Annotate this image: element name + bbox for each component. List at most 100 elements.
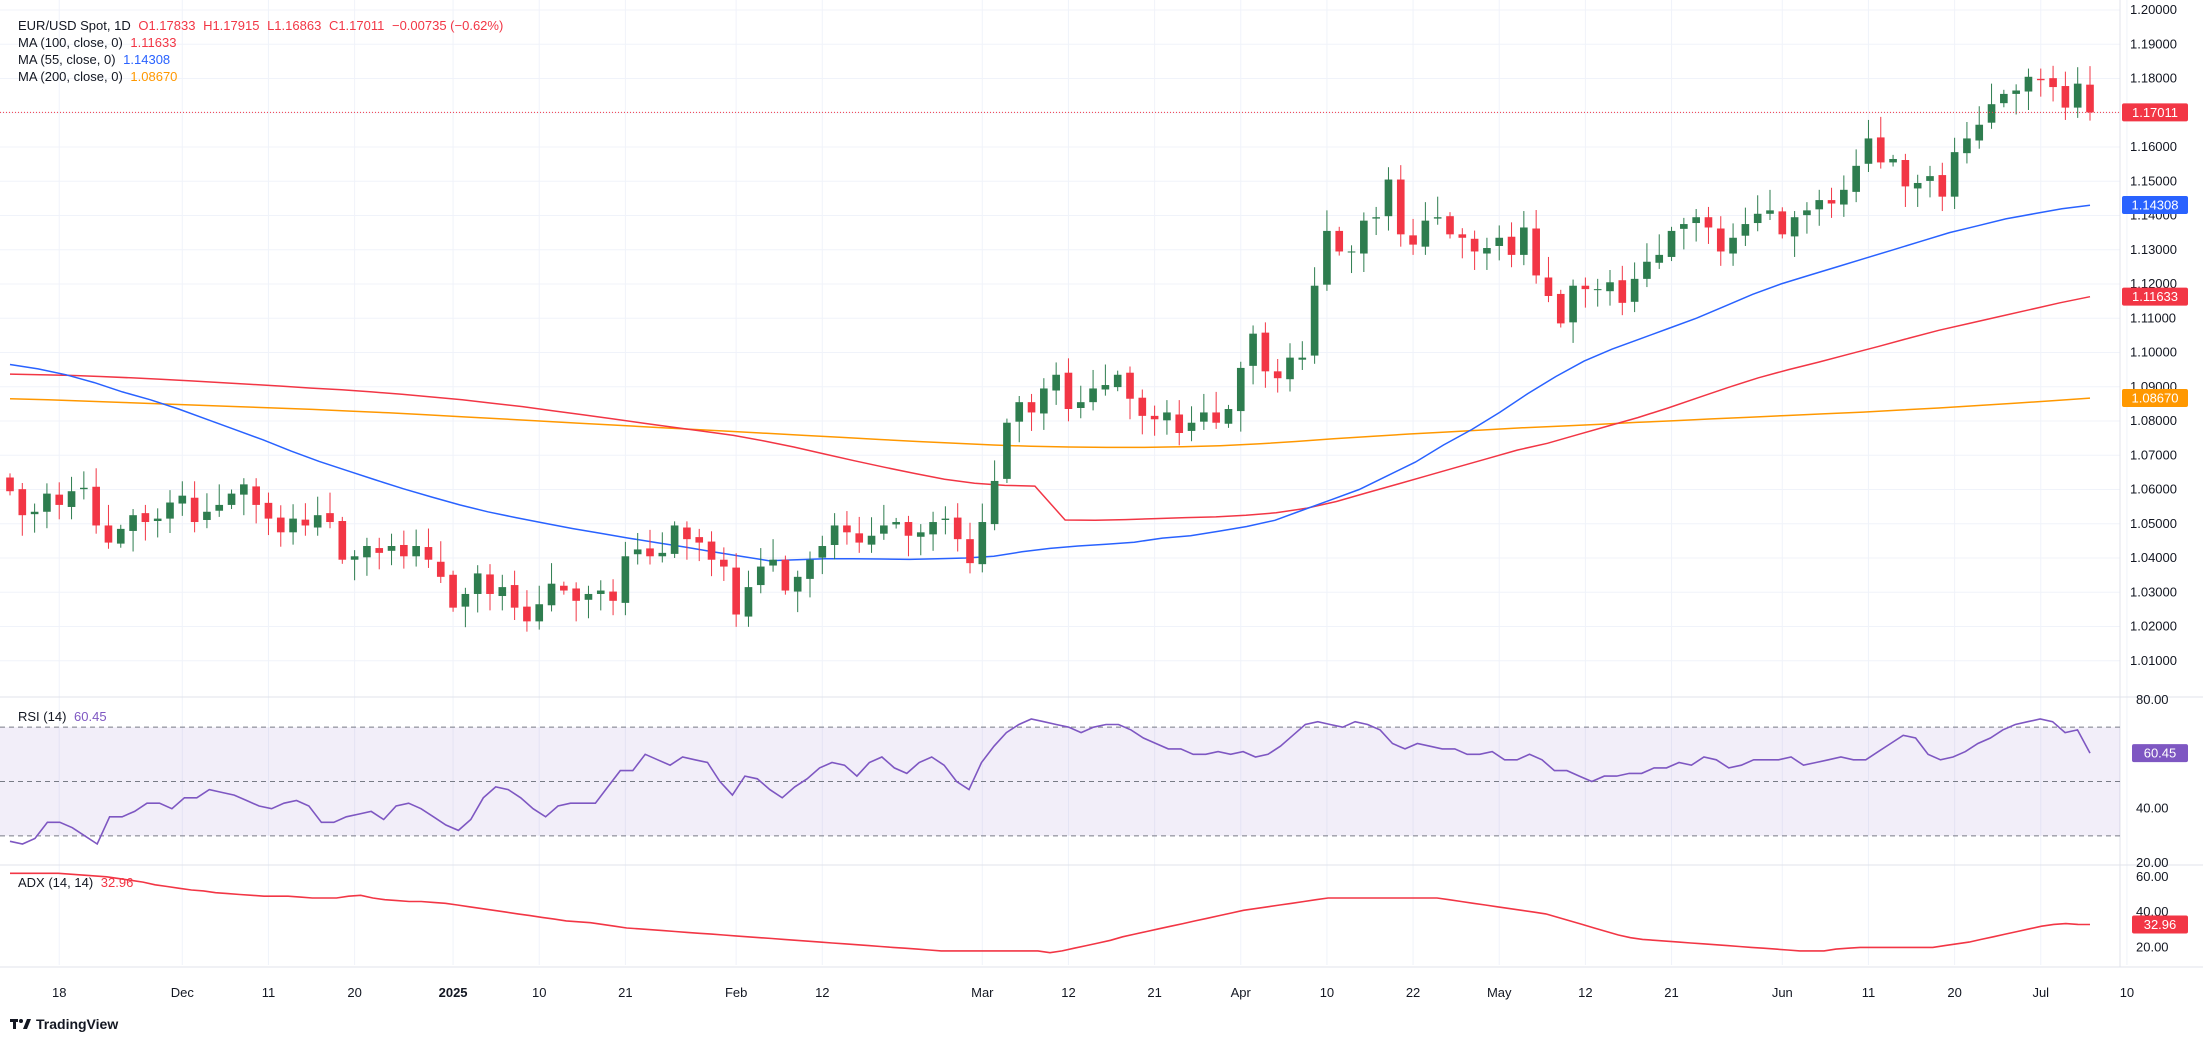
candle-body [1076, 402, 1085, 408]
candle-body [18, 489, 27, 516]
rsi-value: 60.45 [74, 709, 107, 724]
tradingview-logo[interactable]: TradingView [10, 1016, 118, 1032]
candle-body [2073, 83, 2082, 108]
candle-body [1286, 357, 1294, 380]
candle-body [1778, 211, 1787, 235]
ma200-value: 1.08670 [130, 69, 178, 84]
ma55-line [9, 204, 2091, 562]
candle-body [1015, 402, 1024, 422]
candle-body [1113, 374, 1122, 388]
candle-body [1138, 397, 1147, 416]
candle-body [375, 548, 384, 553]
candle-body [1827, 200, 1836, 204]
candle-body [1409, 235, 1417, 245]
candle-body [153, 518, 162, 522]
time-tick-label: Feb [725, 985, 747, 1000]
adx-tick-label: 60.00 [2136, 869, 2169, 884]
adx-legend[interactable]: ADX (14, 14) 32.96 [18, 874, 137, 891]
candle-body [1064, 372, 1073, 410]
candle-body [2012, 90, 2020, 94]
candle-body [1360, 220, 1368, 254]
candle-body [190, 497, 199, 523]
ma55-value: 1.14308 [123, 52, 171, 67]
candle-body [178, 495, 187, 504]
candle-body [1556, 293, 1565, 324]
rsi-tick-label: 20.00 [2136, 855, 2169, 870]
price-tick-label: 1.15000 [2130, 173, 2177, 188]
candle-body [289, 518, 297, 533]
rsi-legend[interactable]: RSI (14) 60.45 [18, 708, 111, 725]
candle-body [1913, 182, 1922, 189]
candle-body [1975, 124, 1984, 141]
candle-body [596, 590, 605, 594]
time-tick-label: 12 [815, 985, 829, 1000]
time-tick-label: 10 [2120, 985, 2134, 1000]
ma100-legend[interactable]: MA (100, close, 0) 1.11633 [18, 34, 180, 51]
time-tick-label: Jun [1772, 985, 1793, 1000]
candle-body [1630, 278, 1639, 302]
ma55-legend[interactable]: MA (55, close, 0) 1.14308 [18, 51, 174, 68]
time-tick-label: 12 [1578, 985, 1592, 1000]
candle-body [215, 504, 224, 511]
price-tick-label: 1.06000 [2130, 482, 2177, 497]
candle-body [1532, 228, 1540, 276]
candle-body [264, 502, 273, 519]
ma200-legend[interactable]: MA (200, close, 0) 1.08670 [18, 68, 181, 85]
candle-body [1150, 415, 1159, 420]
price-tick-label: 1.13000 [2130, 242, 2177, 257]
candle-body [313, 515, 322, 528]
candle-body [633, 549, 642, 555]
candle-body [781, 559, 790, 591]
candle-body [695, 537, 704, 543]
candle-body [929, 522, 937, 535]
time-tick-label: Dec [171, 985, 195, 1000]
candle-body [806, 559, 814, 579]
candle-body [1433, 217, 1442, 219]
candle-body [1323, 230, 1331, 285]
time-tick-label: 18 [52, 985, 66, 1000]
candle-body [916, 532, 925, 537]
candle-body [1741, 224, 1750, 236]
rsi-last-label: 60.45 [2144, 746, 2177, 761]
candle-body [744, 587, 753, 617]
candle-body [1236, 367, 1245, 412]
candle-body [92, 486, 100, 526]
candles [6, 65, 2094, 632]
time-tick-label: 10 [1320, 985, 1334, 1000]
price-tick-label: 1.08000 [2130, 413, 2177, 428]
candle-body [880, 525, 888, 534]
candle-body [1692, 217, 1700, 224]
last-value-badge [2122, 103, 2188, 122]
candle-body [166, 502, 174, 519]
candle-body [1643, 261, 1651, 279]
price-tick-label: 1.02000 [2130, 619, 2177, 634]
symbol-title[interactable]: EUR/USD Spot, 1D [18, 18, 131, 33]
candle-body [1618, 280, 1627, 303]
candle-body [1680, 224, 1688, 229]
candle-body [2000, 93, 2008, 104]
candle-body [1310, 285, 1319, 356]
candle-body [116, 528, 125, 544]
last-value-badge [2122, 389, 2188, 408]
candle-body [1298, 357, 1307, 360]
candle-body [1963, 138, 1971, 154]
candle-body [43, 493, 51, 512]
last-value-badge [2122, 287, 2188, 306]
candle-body [732, 567, 740, 615]
tradingview-logo-icon [10, 1019, 31, 1029]
ma55-label: MA (55, close, 0) [18, 52, 116, 67]
candle-body [1593, 289, 1602, 291]
candle-body [1175, 414, 1184, 433]
candle-body [843, 525, 851, 533]
candle-body [572, 588, 580, 601]
adx-line [10, 872, 2091, 954]
candle-body [1458, 234, 1467, 238]
candle-body [1495, 237, 1504, 246]
price-tick-label: 1.10000 [2130, 345, 2177, 360]
candle-body [1101, 385, 1110, 390]
time-tick-label: 20 [347, 985, 361, 1000]
adx-last-label: 32.96 [2144, 917, 2177, 932]
candle-body [523, 606, 531, 622]
candle-body [1950, 152, 1959, 197]
